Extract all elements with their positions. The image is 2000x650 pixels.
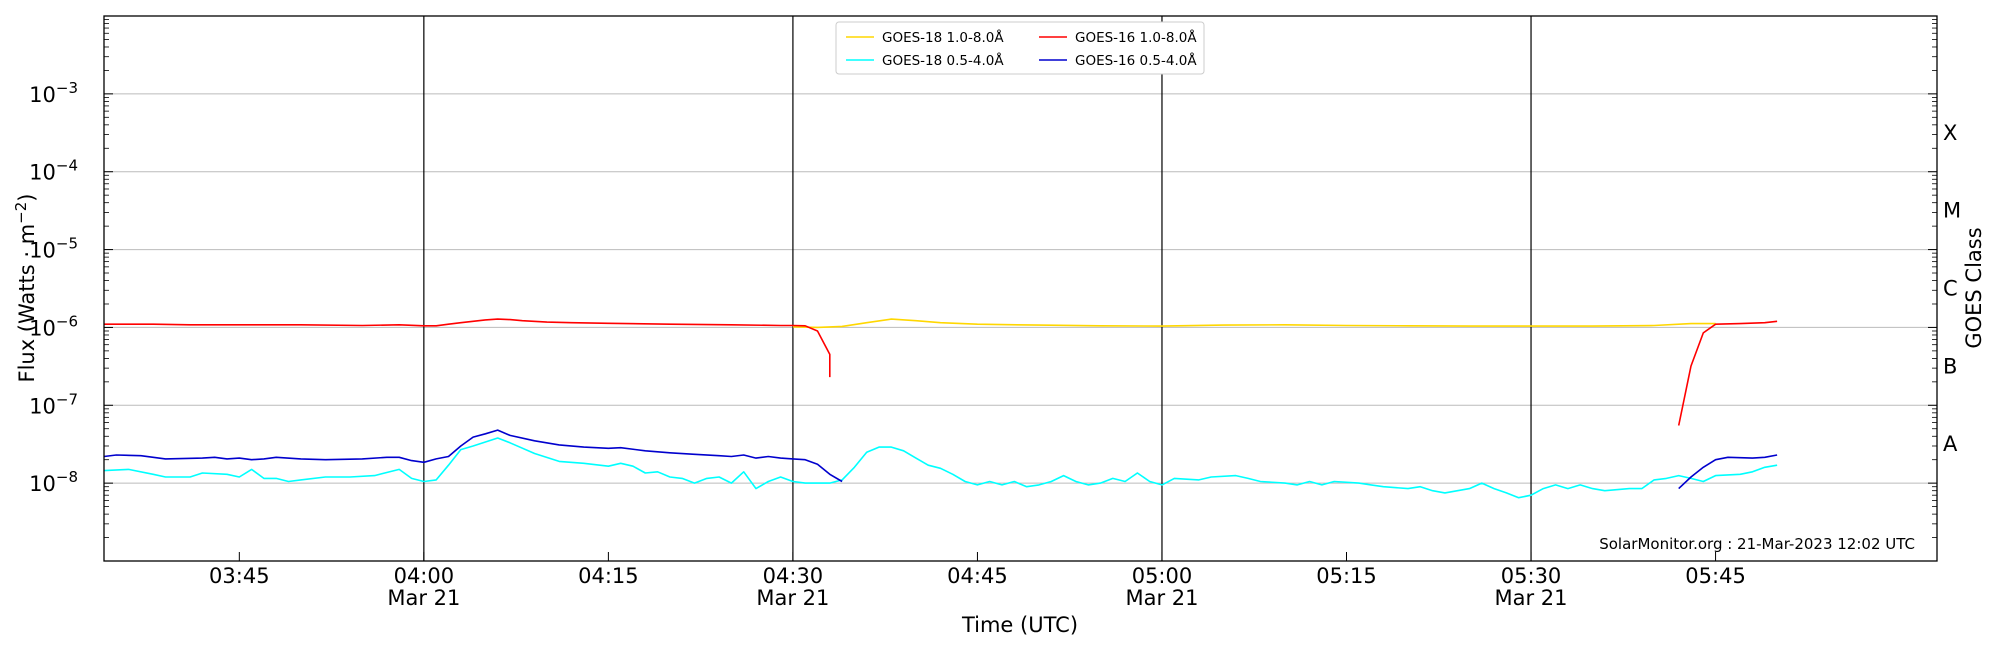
x-tick-label: 03:45 bbox=[209, 564, 270, 588]
y-tick-label: 10−5 bbox=[29, 235, 78, 263]
series-line bbox=[1677, 320, 1778, 426]
y-axis-label-exponent: −2 bbox=[12, 202, 30, 224]
y-tick-label: 10−3 bbox=[29, 79, 78, 107]
y-tick-label: 10−7 bbox=[29, 390, 78, 418]
x-tick-date-label: Mar 21 bbox=[1495, 586, 1568, 610]
plot-frame bbox=[103, 15, 1938, 562]
legend-label: GOES-16 0.5-4.0Å bbox=[1075, 52, 1197, 69]
legend: GOES-18 1.0-8.0Å GOES-18 0.5-4.0Å GOES-16 … bbox=[835, 21, 1205, 75]
y-tick-label: 10−4 bbox=[29, 157, 78, 185]
series-line bbox=[792, 318, 1716, 329]
goes-class-label: M bbox=[1943, 199, 1961, 223]
series-line bbox=[1678, 454, 1778, 490]
x-tick-label: 04:45 bbox=[947, 564, 1008, 588]
y-tick-label: 10−8 bbox=[29, 468, 78, 496]
y-tick-label: 10−6 bbox=[29, 312, 78, 340]
legend-label: GOES-16 1.0-8.0Å bbox=[1075, 29, 1197, 46]
goes-class-label: C bbox=[1943, 277, 1958, 301]
x-tick-label: 04:15 bbox=[578, 564, 639, 588]
legend-label: GOES-18 0.5-4.0Å bbox=[882, 52, 1004, 69]
x-tick-date-label: Mar 21 bbox=[756, 586, 829, 610]
goes-class-label: B bbox=[1943, 354, 1957, 378]
series-line bbox=[104, 318, 831, 378]
data-series bbox=[103, 318, 1778, 499]
y-axis-label: Flux (Watts · m−2) bbox=[12, 193, 39, 382]
x-tick-label: 05:15 bbox=[1316, 564, 1377, 588]
goes-class-label: A bbox=[1943, 432, 1958, 456]
goes-class-labels: A B C M X bbox=[1943, 121, 1961, 456]
series-line bbox=[103, 437, 1778, 499]
y-axis-ticks: 10−8 10−7 10−6 10−5 10−4 10−3 bbox=[29, 19, 1937, 538]
x-tick-label: 04:00 bbox=[394, 564, 455, 588]
goes-class-label: X bbox=[1943, 121, 1957, 145]
x-tick-label: 05:30 bbox=[1501, 564, 1562, 588]
right-axis-label: GOES Class bbox=[1962, 227, 1986, 348]
credit-text: SolarMonitor.org : 21-Mar-2023 12:02 UTC bbox=[1599, 535, 1915, 553]
series-line bbox=[103, 429, 843, 483]
x-tick-label: 04:30 bbox=[763, 564, 824, 588]
x-tick-date-label: Mar 21 bbox=[387, 586, 460, 610]
day-vertical-lines bbox=[423, 16, 1532, 561]
x-tick-label: 05:00 bbox=[1132, 564, 1193, 588]
x-tick-label: 05:45 bbox=[1685, 564, 1746, 588]
legend-box bbox=[835, 21, 1205, 75]
x-tick-date-label: Mar 21 bbox=[1125, 586, 1198, 610]
x-axis-label: Time (UTC) bbox=[961, 613, 1078, 637]
horizontal-grid bbox=[104, 93, 1937, 484]
legend-label: GOES-18 1.0-8.0Å bbox=[882, 29, 1004, 46]
